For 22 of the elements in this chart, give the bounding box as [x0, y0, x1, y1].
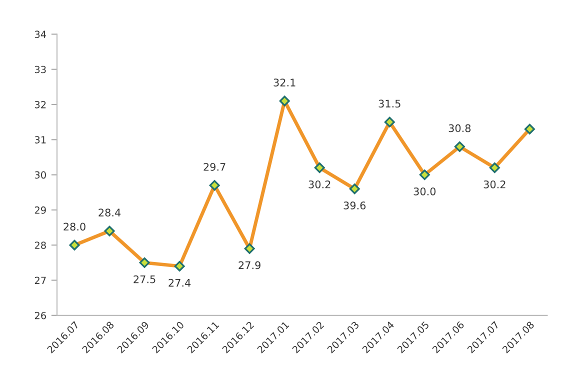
data-label: 27.5 — [134, 275, 156, 284]
data-label: 27.4 — [168, 278, 191, 287]
y-tick-label: 30 — [34, 171, 46, 179]
data-label: 28.4 — [98, 208, 121, 217]
y-tick-label: 31 — [34, 136, 46, 144]
annotation: 39.6 — [344, 202, 366, 210]
data-label: 29.7 — [204, 162, 226, 171]
y-tick-label: 26 — [34, 312, 46, 320]
data-label: 30.2 — [484, 180, 506, 188]
y-tick-label: 29 — [34, 206, 46, 214]
data-label: 28.0 — [64, 222, 86, 231]
y-tick-label: 28 — [34, 242, 46, 249]
data-label: 27.9 — [238, 261, 260, 270]
data-label: 30.8 — [448, 124, 471, 132]
data-label: 32.1 — [274, 78, 296, 86]
data-label: 30.2 — [308, 180, 330, 188]
y-tick-label: 27 — [34, 276, 46, 284]
y-tick-label: 33 — [34, 66, 46, 74]
data-label: 31.5 — [378, 100, 400, 108]
y-tick-label: 34 — [34, 30, 46, 38]
data-label: 30.0 — [414, 187, 436, 196]
y-tick-label: 32 — [34, 100, 46, 108]
